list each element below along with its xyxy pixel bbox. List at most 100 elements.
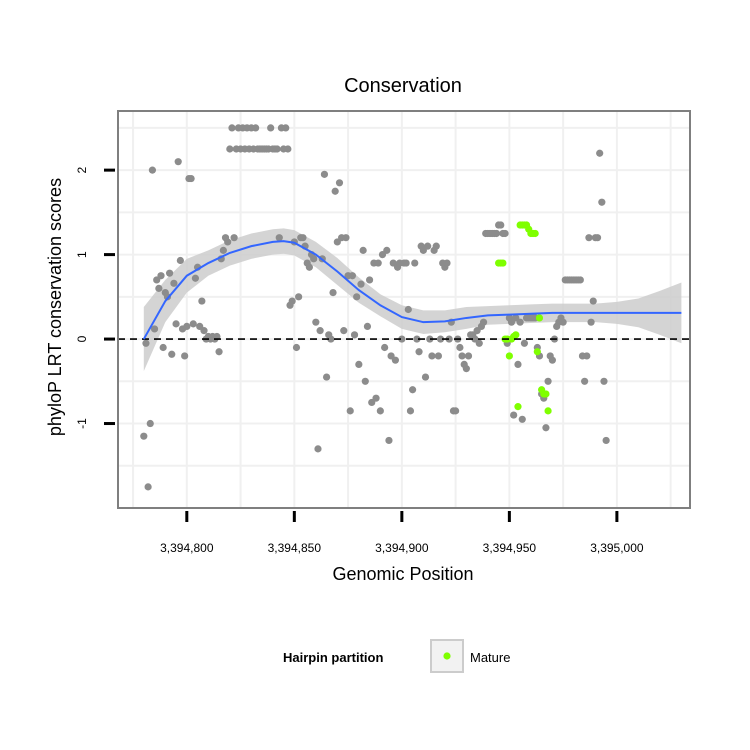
x-tick-label: 3,395,000	[590, 541, 644, 555]
hairpin-point	[320, 170, 329, 178]
hairpin-point	[381, 343, 389, 352]
hairpin-point	[409, 386, 417, 394]
hairpin-point	[335, 179, 344, 187]
hairpin-point	[200, 327, 208, 335]
hairpin-point	[148, 166, 157, 174]
hairpin-point	[385, 436, 393, 445]
hairpin-point	[353, 293, 361, 301]
mature-point	[514, 403, 522, 411]
mature-point	[544, 407, 552, 415]
hairpin-point	[363, 322, 372, 330]
hairpin-point	[501, 229, 509, 238]
x-tick-label: 3,394,950	[483, 541, 537, 555]
hairpin-point	[226, 145, 234, 153]
hairpin-point	[432, 242, 440, 250]
hairpin-point	[600, 377, 608, 385]
hairpin-point	[361, 377, 369, 385]
hairpin-point	[406, 407, 415, 415]
hairpin-point	[559, 318, 567, 326]
legend-title: Hairpin partition	[283, 650, 383, 665]
hairpin-point	[157, 272, 165, 280]
hairpin-point	[464, 352, 473, 360]
y-axis: -1 0 1 2	[75, 166, 115, 429]
hairpin-point	[340, 327, 348, 335]
hairpin-point	[310, 255, 318, 263]
hairpin-point	[327, 335, 335, 343]
hairpin-point	[284, 145, 292, 153]
hairpin-point	[520, 339, 529, 347]
mature-point	[512, 331, 520, 339]
hairpin-point	[316, 327, 324, 335]
hairpin-point	[516, 318, 524, 326]
hairpin-point	[436, 335, 445, 343]
hairpin-point	[415, 348, 423, 356]
hairpin-point	[357, 280, 365, 288]
legend-label-mature: Mature	[470, 650, 510, 665]
y-tick-label: 0	[75, 335, 89, 342]
x-axis-title: Genomic Position	[332, 564, 473, 584]
hairpin-point	[181, 352, 189, 360]
hairpin-point	[189, 320, 197, 328]
hairpin-point	[292, 343, 301, 352]
smooth-trend-line	[142, 240, 682, 340]
y-tick-label: 2	[75, 166, 89, 173]
hairpin-point	[462, 365, 470, 373]
hairpin-point	[581, 377, 589, 385]
hairpin-point	[170, 279, 178, 287]
hairpin-point	[322, 373, 331, 381]
hairpin-point	[452, 407, 460, 415]
hairpin-point	[168, 350, 176, 358]
hairpin-point	[492, 229, 501, 238]
hairpin-point	[602, 436, 610, 445]
y-tick-label: -1	[75, 418, 89, 429]
y-tick-label: 1	[75, 251, 89, 258]
hairpin-point	[583, 352, 591, 360]
hairpin-point	[174, 158, 182, 166]
hairpin-point	[187, 174, 195, 183]
hairpin-point	[299, 234, 307, 242]
hairpin-point	[348, 272, 356, 280]
hairpin-point	[273, 145, 281, 153]
hairpin-point	[475, 339, 483, 347]
hairpin-point	[497, 221, 505, 229]
mature-point	[505, 352, 513, 360]
y-axis-title: phyloP LRT conservation scores	[45, 178, 65, 436]
hairpin-point	[518, 415, 526, 423]
hairpin-point	[398, 335, 406, 343]
hairpin-point	[426, 335, 434, 343]
hairpin-point	[183, 322, 191, 330]
hairpin-point	[228, 124, 236, 132]
hairpin-point	[374, 259, 382, 267]
x-tick-label: 3,394,850	[268, 541, 322, 555]
hairpin-point	[191, 274, 200, 282]
legend: Hairpin partition Mature	[283, 639, 510, 673]
hairpin-point	[593, 234, 602, 242]
hairpin-point	[350, 331, 359, 339]
hairpin-point	[172, 320, 180, 328]
mature-point	[499, 259, 507, 267]
hairpin-point	[166, 269, 174, 277]
x-tick-label: 3,394,800	[160, 541, 214, 555]
hairpin-point	[589, 297, 597, 305]
hairpin-point	[421, 373, 430, 381]
hairpin-point	[346, 407, 354, 415]
hairpin-point	[376, 407, 384, 415]
hairpin-point	[445, 335, 453, 343]
hairpin-point	[282, 124, 290, 132]
hairpin-point	[585, 234, 593, 242]
hairpin-point	[383, 246, 391, 254]
hairpin-point	[413, 335, 421, 343]
hairpin-point	[365, 276, 374, 284]
hairpin-point	[215, 348, 223, 356]
hairpin-point	[428, 352, 436, 360]
hairpin-point	[314, 445, 322, 453]
hairpin-point	[252, 124, 260, 132]
hairpin-point	[411, 259, 419, 267]
hairpin-point	[140, 432, 148, 440]
hairpin-point	[510, 411, 518, 419]
hairpin-point	[150, 325, 159, 333]
hairpin-point	[312, 318, 320, 326]
hairpin-point	[576, 276, 584, 284]
hairpin-point	[587, 318, 595, 326]
hairpin-point	[288, 297, 296, 305]
